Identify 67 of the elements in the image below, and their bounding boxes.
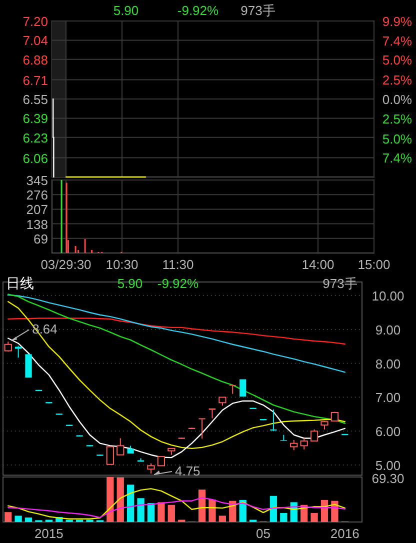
y-tick-label: 207 (26, 202, 48, 218)
y2-tick-label: 2.5% (382, 112, 412, 127)
annotation: 4.75 (174, 464, 200, 479)
x-tick-label: 15:00 (358, 257, 390, 272)
bar (14, 516, 22, 522)
y2-tick-label: 7.4% (382, 150, 412, 166)
bar (310, 513, 318, 522)
line-series (8, 318, 346, 345)
bar (218, 516, 226, 522)
y-tick-label: 7.20 (22, 14, 48, 29)
y-tick-label: 5.00 (375, 458, 401, 474)
y-tick-label: 10.00 (372, 288, 404, 304)
y-tick-label: 276 (26, 188, 48, 203)
candlestick (270, 408, 277, 430)
line-series (8, 301, 346, 450)
line-series (8, 294, 346, 424)
x-tick-label: 2016 (330, 526, 360, 541)
y-tick-label: 345 (26, 173, 48, 188)
bar (137, 498, 144, 522)
y-tick-label: 6.06 (22, 150, 48, 166)
bar (147, 503, 155, 522)
text: -9.92% (177, 3, 220, 18)
y2-tick-label: 0.0% (382, 92, 412, 107)
bar (127, 484, 134, 522)
y-tick-label: 69 (34, 231, 48, 246)
line-series (8, 294, 346, 373)
annotation: 973手 (322, 276, 358, 291)
text: 69.30 (372, 471, 404, 486)
y2-tick-label: 9.9% (382, 14, 412, 29)
y-tick-label: 138 (26, 216, 48, 232)
bar (168, 504, 175, 522)
y-tick-label: 6.88 (22, 52, 48, 68)
x-tick-label: 11:30 (162, 257, 194, 272)
y2-tick-label: 5.0% (382, 131, 412, 146)
bar (280, 513, 288, 522)
bar (106, 477, 114, 522)
bar (116, 477, 124, 522)
y-tick-label: 6.00 (375, 424, 401, 440)
bar (198, 490, 206, 522)
candlestick (14, 345, 22, 358)
bar (158, 502, 165, 522)
x-tick-label: 05 (256, 526, 270, 541)
x-tick-label: 2015 (34, 526, 64, 541)
y-tick-label: 8.00 (375, 356, 401, 372)
y-tick-label: 6.23 (22, 130, 48, 146)
x-tick-label: 03/29:30 (40, 257, 92, 272)
text: 973手 (240, 3, 276, 18)
y2-tick-label: 2.5% (382, 72, 412, 88)
y2-tick-label: 5.0% (382, 52, 412, 68)
y-tick-label: 7.00 (375, 390, 401, 406)
x-tick-label: 14:00 (302, 257, 334, 272)
y-tick-label: 7.04 (22, 33, 48, 48)
text: 5.90 (113, 3, 139, 18)
y-tick-label: 9.00 (375, 322, 401, 338)
annotation: -9.92% (157, 276, 200, 291)
bar (4, 512, 12, 522)
y-tick-label: 6.39 (22, 111, 48, 126)
y-tick-label: 6.55 (22, 92, 48, 107)
annotation: 5.90 (117, 276, 143, 291)
line-series (8, 338, 346, 458)
y-tick-label: 6.71 (22, 72, 48, 88)
bar (208, 500, 216, 522)
x-tick-label: 10:30 (106, 257, 138, 272)
bar (270, 496, 278, 522)
bar (24, 518, 32, 522)
chart-title: 日线 (6, 275, 34, 291)
y2-tick-label: 7.4% (382, 34, 412, 49)
